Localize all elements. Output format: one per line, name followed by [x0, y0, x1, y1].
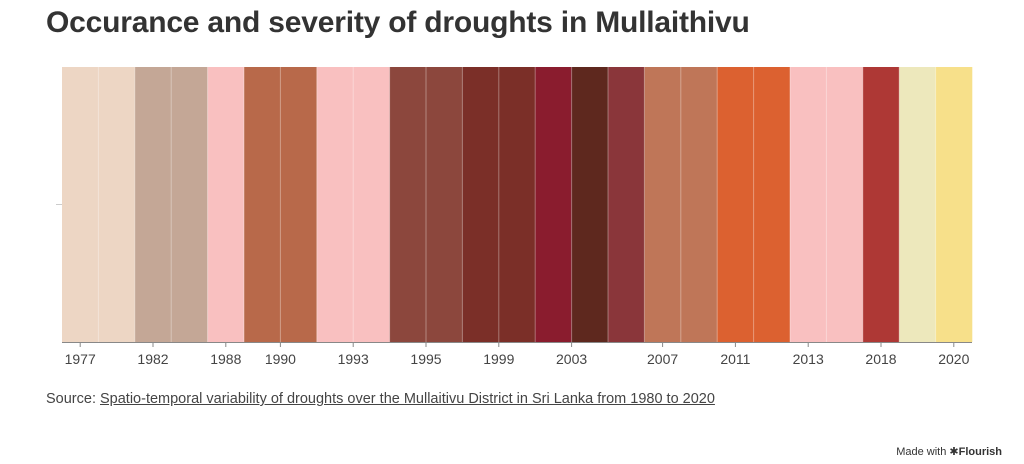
x-tick-label: 1982: [137, 351, 168, 367]
x-tick-label: 2013: [793, 351, 824, 367]
heatmap-cell[interactable]: [353, 67, 390, 342]
heatmap-cell[interactable]: [899, 67, 936, 342]
heatmap-cell[interactable]: [717, 67, 754, 342]
credit-prefix: Made with: [896, 446, 950, 458]
heatmap-cell[interactable]: [171, 67, 208, 342]
heatmap-cell[interactable]: [98, 67, 136, 342]
heatmap-cell[interactable]: [935, 67, 973, 342]
heatmap-cell[interactable]: [644, 67, 682, 342]
heatmap-cell[interactable]: [571, 67, 609, 342]
x-tick-label: 2007: [647, 351, 678, 367]
x-tick-label: 1977: [65, 351, 96, 367]
x-tick-label: 1990: [265, 351, 296, 367]
made-with-flourish[interactable]: Made with ✱Flourish: [896, 445, 1002, 458]
heatmap-cell[interactable]: [207, 67, 245, 342]
source-link[interactable]: Spatio-temporal variability of droughts …: [100, 391, 715, 407]
x-tick-label: 2018: [865, 351, 896, 367]
x-tick-label: 1999: [483, 351, 514, 367]
heatmap-cell[interactable]: [316, 67, 354, 342]
heatmap-cell[interactable]: [498, 67, 536, 342]
heatmap-cell[interactable]: [680, 67, 718, 342]
heatmap-cell[interactable]: [134, 67, 172, 342]
x-axis: 1977 1982 1988 1990 1993 1995 1999 2003 2007 2011…: [56, 204, 972, 367]
x-tick-label: 2011: [720, 351, 750, 367]
source-note: Source: Spatio-temporal variability of d…: [46, 391, 715, 407]
heatmap-cell[interactable]: [389, 67, 427, 342]
flourish-logo: ✱Flourish: [949, 446, 1002, 458]
x-tick-label: 1988: [210, 351, 241, 367]
heatmap-cell[interactable]: [244, 67, 281, 342]
heatmap-cell[interactable]: [826, 67, 864, 342]
x-tick-label: 2003: [556, 351, 587, 367]
heatmap-cell[interactable]: [462, 67, 500, 342]
heatmap-cell[interactable]: [790, 67, 827, 342]
heatmap-cell[interactable]: [608, 67, 645, 342]
x-tick-label: 1995: [410, 351, 441, 367]
heatmap-cell[interactable]: [535, 67, 572, 342]
heatmap-cells: [62, 67, 973, 342]
x-tick-label: 1993: [338, 351, 369, 367]
chart-title: Occurance and severity of droughts in Mu…: [46, 6, 750, 39]
heatmap-cell[interactable]: [280, 67, 318, 342]
drought-heatmap: 1977 1982 1988 1990 1993 1995 1999 2003 2007 2011…: [56, 67, 973, 367]
x-tick-label: 2020: [938, 351, 969, 367]
heatmap-cell[interactable]: [62, 67, 99, 342]
heatmap-cell[interactable]: [862, 67, 900, 342]
heatmap-cell[interactable]: [753, 67, 791, 342]
source-label: Source:: [46, 391, 100, 407]
heatmap-cell[interactable]: [426, 67, 463, 342]
